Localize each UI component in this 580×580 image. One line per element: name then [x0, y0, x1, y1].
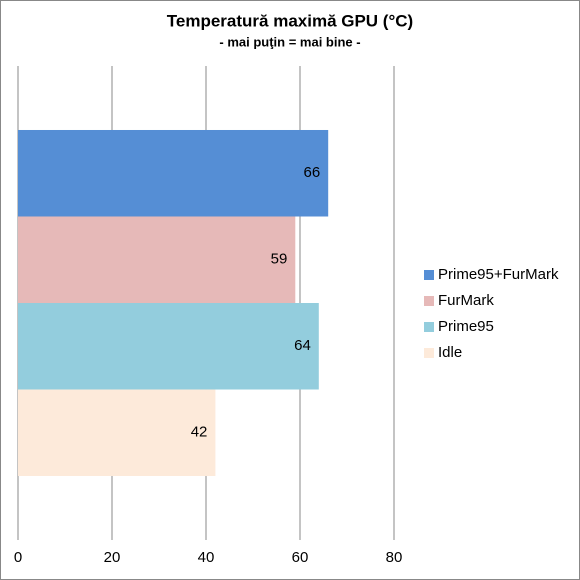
x-tick-label: 0: [14, 549, 22, 566]
value-label: 42: [191, 424, 208, 441]
legend-label: Idle: [438, 344, 462, 361]
bar: [18, 216, 296, 303]
x-tick-label: 60: [292, 549, 309, 566]
chart-title: Temperatură maximă GPU (°C): [167, 11, 413, 30]
bar: [18, 129, 329, 217]
chart-subtitle: - mai puţin = mai bine -: [219, 34, 360, 49]
x-tick-label: 40: [198, 549, 215, 566]
legend-swatch: [424, 322, 434, 332]
bar: [18, 303, 319, 390]
legend-swatch: [424, 348, 434, 358]
bar: [18, 389, 216, 477]
legend-swatch: [424, 296, 434, 306]
value-label: 66: [304, 164, 321, 181]
value-label: 64: [294, 337, 311, 354]
legend-label: FurMark: [438, 292, 494, 309]
legend-label: Prime95+FurMark: [438, 266, 559, 283]
x-tick-label: 20: [104, 549, 121, 566]
value-label: 59: [271, 251, 288, 268]
legend-label: Prime95: [438, 318, 494, 335]
legend-swatch: [424, 270, 434, 280]
x-tick-label: 80: [386, 549, 403, 566]
